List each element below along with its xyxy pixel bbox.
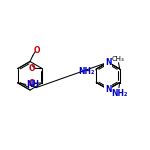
Text: O: O — [28, 79, 35, 88]
Text: NH: NH — [27, 80, 40, 89]
Text: CH₃: CH₃ — [112, 56, 125, 62]
Text: O: O — [33, 46, 40, 55]
Text: N: N — [105, 58, 111, 67]
Text: NH₂: NH₂ — [111, 89, 127, 98]
Text: NH₂: NH₂ — [79, 67, 95, 76]
Text: O: O — [28, 64, 35, 73]
Text: N: N — [105, 85, 111, 94]
